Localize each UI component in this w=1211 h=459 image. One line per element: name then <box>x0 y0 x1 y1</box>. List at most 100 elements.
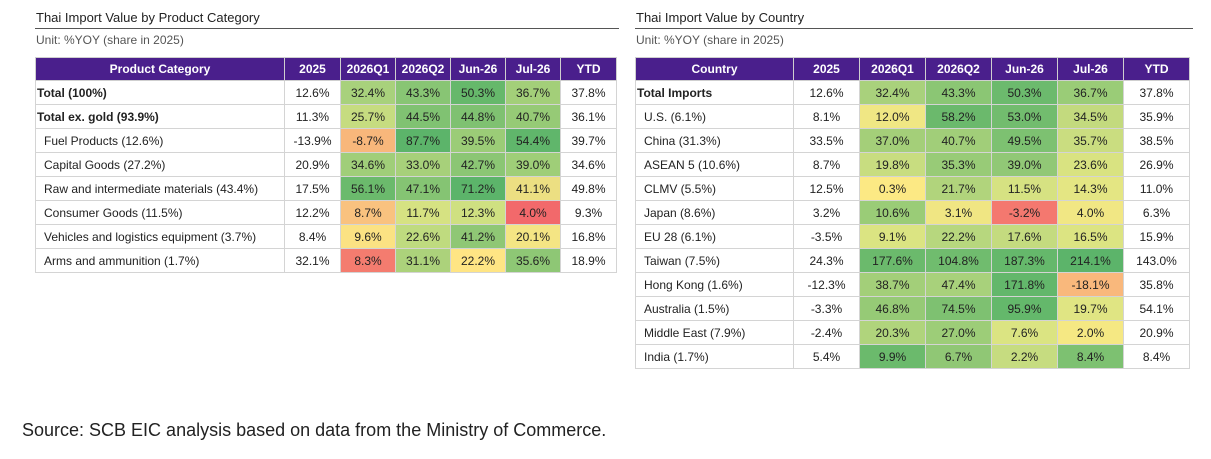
table-cell: 8.1% <box>793 104 860 129</box>
country-unit: Unit: %YOY (share in 2025) <box>636 33 784 47</box>
table-cell: 34.5% <box>1057 104 1124 129</box>
table-cell: 49.5% <box>991 128 1058 153</box>
table-cell: 11.3% <box>284 104 341 129</box>
table-row: Raw and intermediate materials (43.4%) 17… <box>35 176 617 201</box>
table-cell: 33.0% <box>395 152 451 177</box>
table-row: Vehicles and logistics equipment (3.7%) 8… <box>35 224 617 249</box>
table-cell: -3.5% <box>793 224 860 249</box>
table-cell: 3.2% <box>793 200 860 225</box>
table-cell: 40.7% <box>925 128 992 153</box>
column-header: 2025 <box>793 57 860 81</box>
table-header-row: Country 2025 2026Q1 2026Q2 Jun-26 Jul-26 YTD <box>635 57 1190 81</box>
table-row: Total (100%) 12.6% 32.4% 43.3% 50.3% 36.7% 37.… <box>35 80 617 105</box>
row-label: Japan (8.6%) <box>635 200 794 225</box>
table-cell: -13.9% <box>284 128 341 153</box>
table-cell: 44.8% <box>450 104 506 129</box>
table-cell: 35.3% <box>925 152 992 177</box>
table-cell: 16.8% <box>560 224 617 249</box>
table-cell: 0.3% <box>859 176 926 201</box>
table-cell: 36.7% <box>1057 80 1124 105</box>
row-label: Arms and ammunition (1.7%) <box>35 248 285 273</box>
table-cell: 10.6% <box>859 200 926 225</box>
table-cell: 2.2% <box>991 344 1058 369</box>
row-label: Australia (1.5%) <box>635 296 794 321</box>
table-cell: 32.4% <box>859 80 926 105</box>
column-header: 2026Q2 <box>925 57 992 81</box>
table-cell: 32.4% <box>340 80 396 105</box>
column-header: Jul-26 <box>1057 57 1124 81</box>
table-cell: 87.7% <box>395 128 451 153</box>
table-cell: 17.5% <box>284 176 341 201</box>
table-cell: 50.3% <box>450 80 506 105</box>
table-cell: 35.7% <box>1057 128 1124 153</box>
table-cell: 8.4% <box>284 224 341 249</box>
row-label: Hong Kong (1.6%) <box>635 272 794 297</box>
table-cell: 11.5% <box>991 176 1058 201</box>
table-cell: 41.1% <box>505 176 561 201</box>
product-category-panel: Thai Import Value by Product Category Un… <box>35 8 619 273</box>
table-cell: 36.7% <box>505 80 561 105</box>
table-row: Total Imports 12.6% 32.4% 43.3% 50.3% 36.7% 37… <box>635 80 1190 105</box>
table-cell: 37.0% <box>859 128 926 153</box>
table-cell: 4.0% <box>1057 200 1124 225</box>
table-cell: 21.7% <box>925 176 992 201</box>
table-cell: -3.2% <box>991 200 1058 225</box>
table-cell: -12.3% <box>793 272 860 297</box>
table-cell: 12.6% <box>284 80 341 105</box>
table-cell: 11.0% <box>1123 176 1190 201</box>
row-label: U.S. (6.1%) <box>635 104 794 129</box>
row-label: Taiwan (7.5%) <box>635 248 794 273</box>
table-cell: 27.0% <box>925 320 992 345</box>
table-cell: 17.6% <box>991 224 1058 249</box>
table-row: Total ex. gold (93.9%) 11.3% 25.7% 44.5% 44.… <box>35 104 617 129</box>
table-cell: 19.7% <box>1057 296 1124 321</box>
table-cell: -8.7% <box>340 128 396 153</box>
table-cell: 95.9% <box>991 296 1058 321</box>
row-label: CLMV (5.5%) <box>635 176 794 201</box>
row-label: India (1.7%) <box>635 344 794 369</box>
row-label: Fuel Products (12.6%) <box>35 128 285 153</box>
table-cell: 104.8% <box>925 248 992 273</box>
source-note: Source: SCB EIC analysis based on data f… <box>22 420 607 440</box>
table-cell: 46.8% <box>859 296 926 321</box>
row-label: Consumer Goods (11.5%) <box>35 200 285 225</box>
table-row: Arms and ammunition (1.7%) 32.1% 8.3% 31.1%… <box>35 248 617 273</box>
table-cell: 31.1% <box>395 248 451 273</box>
row-label: Total ex. gold (93.9%) <box>35 104 285 129</box>
table-cell: 8.4% <box>1057 344 1124 369</box>
table-cell: 23.6% <box>1057 152 1124 177</box>
table-cell: 24.3% <box>793 248 860 273</box>
table-cell: 14.3% <box>1057 176 1124 201</box>
table-cell: 38.7% <box>859 272 926 297</box>
table-cell: 143.0% <box>1123 248 1190 273</box>
table-cell: 11.7% <box>395 200 451 225</box>
table-row: Australia (1.5%) -3.3% 46.8% 74.5% 95.9% 19.7… <box>635 296 1190 321</box>
country-panel: Thai Import Value by Country Unit: %YOY … <box>635 8 1193 369</box>
table-cell: 39.0% <box>991 152 1058 177</box>
row-label: Total Imports <box>635 80 794 105</box>
table-cell: 39.7% <box>560 128 617 153</box>
table-cell: 15.9% <box>1123 224 1190 249</box>
table-cell: 42.7% <box>450 152 506 177</box>
table-cell: 20.1% <box>505 224 561 249</box>
product-category-table: Product Category 2025 2026Q1 2026Q2 Jun-26 Ju… <box>35 57 617 273</box>
table-cell: 20.3% <box>859 320 926 345</box>
table-cell: 9.1% <box>859 224 926 249</box>
table-cell: 7.6% <box>991 320 1058 345</box>
table-cell: 9.6% <box>340 224 396 249</box>
table-cell: 39.0% <box>505 152 561 177</box>
table-cell: 37.8% <box>560 80 617 105</box>
table-cell: 35.8% <box>1123 272 1190 297</box>
table-cell: 6.3% <box>1123 200 1190 225</box>
row-label: Total (100%) <box>35 80 285 105</box>
table-cell: 4.0% <box>505 200 561 225</box>
table-cell: 12.2% <box>284 200 341 225</box>
table-row: Fuel Products (12.6%) -13.9% -8.7% 87.7% 39.… <box>35 128 617 153</box>
table-cell: 16.5% <box>1057 224 1124 249</box>
row-label: Raw and intermediate materials (43.4%) <box>35 176 285 201</box>
table-cell: 12.6% <box>793 80 860 105</box>
table-cell: 35.6% <box>505 248 561 273</box>
table-cell: 35.9% <box>1123 104 1190 129</box>
table-cell: -18.1% <box>1057 272 1124 297</box>
product-category-unit: Unit: %YOY (share in 2025) <box>36 33 184 47</box>
